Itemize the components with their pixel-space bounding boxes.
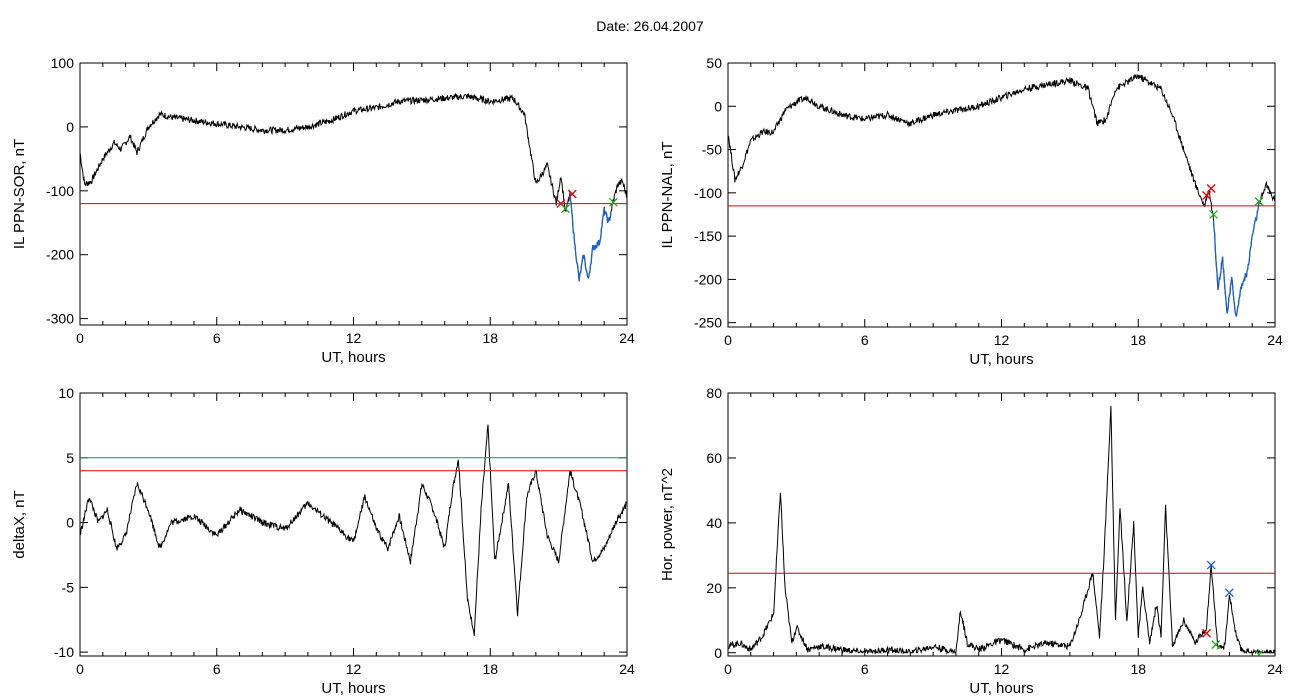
y-axis-label: IL PPN-NAL, nT <box>659 142 676 249</box>
plot-area <box>80 92 627 282</box>
x-axis-label: UT, hours <box>321 680 385 697</box>
event-marker <box>561 204 570 214</box>
event-marker <box>1254 197 1264 206</box>
chart-date-title: Date: 26.04.2007 <box>596 18 704 34</box>
y-tick-label: -250 <box>694 315 722 331</box>
y-tick-label: 60 <box>706 450 722 466</box>
y-tick-label: -5 <box>62 579 75 595</box>
series-line <box>80 92 627 282</box>
y-tick-label: 10 <box>58 385 74 401</box>
x-tick-label: 12 <box>346 330 362 346</box>
x-tick-label: 12 <box>994 661 1010 677</box>
y-tick-label: -200 <box>46 247 74 263</box>
x-tick-label: 24 <box>1267 332 1283 348</box>
chart-il-ppn-sor: 0 6 12 18 24 100 0 -100 -200 -300 UT, hours IL PPN-… <box>11 55 635 366</box>
event-marker <box>608 197 618 207</box>
y-tick-label: 80 <box>706 385 722 401</box>
plot-area <box>728 73 1275 317</box>
y-tick-label: 50 <box>706 55 722 71</box>
x-tick-label: 18 <box>482 330 498 346</box>
chart-hor-power: 0 6 12 18 24 80 60 40 20 0 UT, hours Hor. power, nT… <box>659 385 1283 697</box>
x-tick-label: 18 <box>1130 661 1146 677</box>
y-tick-label: 100 <box>51 55 75 71</box>
y-tick-label: -10 <box>54 644 74 660</box>
y-tick-label: 40 <box>706 515 722 531</box>
x-tick-label: 0 <box>724 661 732 677</box>
event-marker <box>1224 588 1234 598</box>
x-tick-label: 6 <box>213 330 221 346</box>
x-axis-label: UT, hours <box>969 680 1033 697</box>
series-line <box>728 73 1275 317</box>
x-tick-label: 18 <box>482 661 498 677</box>
series-line <box>80 424 627 636</box>
x-tick-label: 12 <box>994 332 1010 348</box>
y-tick-label: 0 <box>714 645 722 661</box>
plot-frame <box>79 62 628 326</box>
y-axis-label: deltaX, nT <box>11 490 28 558</box>
y-tick-label: 20 <box>706 580 722 596</box>
event-marker <box>567 189 577 199</box>
chart-il-ppn-nal: 0 6 12 18 24 50 0 -50 -100 -150 -200 -250 UT, hours I… <box>659 55 1283 368</box>
y-tick-label: -50 <box>702 142 722 158</box>
series-line <box>728 405 1275 655</box>
event-marker <box>1254 649 1264 656</box>
x-tick-label: 6 <box>213 661 221 677</box>
y-tick-label: -100 <box>46 183 74 199</box>
plot-area <box>728 405 1275 656</box>
x-tick-label: 18 <box>1130 332 1146 348</box>
x-tick-label: 6 <box>861 661 869 677</box>
x-tick-label: 0 <box>76 661 84 677</box>
y-tick-label: 5 <box>66 450 74 466</box>
event-marker <box>1202 628 1212 638</box>
x-tick-label: 24 <box>1267 661 1283 677</box>
event-marker <box>1206 184 1216 193</box>
highlighted-segment <box>1212 202 1260 317</box>
y-tick-label: -100 <box>694 185 722 201</box>
y-tick-label: 0 <box>66 515 74 531</box>
y-tick-label: -150 <box>694 228 722 244</box>
plot-area <box>80 424 627 636</box>
x-axis-label: UT, hours <box>969 351 1033 368</box>
plot-frame <box>727 392 1276 657</box>
chart-deltax: 0 6 12 18 24 10 5 0 -5 -10 UT, hours deltaX, nT <box>11 385 635 697</box>
y-axis-label: Hor. power, nT^2 <box>659 468 676 581</box>
event-marker <box>1206 560 1216 570</box>
event-marker <box>1202 190 1212 200</box>
y-tick-label: 0 <box>714 98 722 114</box>
x-tick-label: 24 <box>619 330 635 346</box>
x-tick-label: 12 <box>346 661 362 677</box>
y-axis-label: IL PPN-SOR, nT <box>11 139 28 249</box>
y-tick-label: -200 <box>694 271 722 287</box>
x-tick-label: 6 <box>861 332 869 348</box>
event-marker <box>1211 640 1221 650</box>
x-tick-label: 0 <box>724 332 732 348</box>
y-tick-label: 0 <box>66 119 74 135</box>
y-tick-label: -300 <box>46 311 74 327</box>
event-marker <box>1209 210 1218 219</box>
x-tick-label: 24 <box>619 661 635 677</box>
x-tick-label: 0 <box>76 330 84 346</box>
x-axis-label: UT, hours <box>321 349 385 366</box>
highlighted-segment <box>569 190 612 282</box>
